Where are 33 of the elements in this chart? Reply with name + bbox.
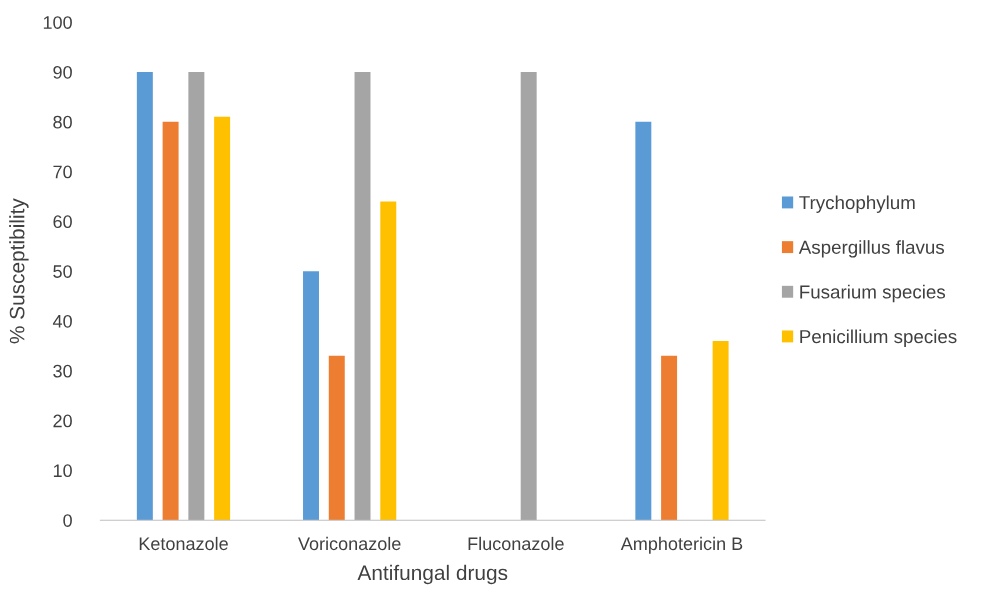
x-tick-label: Voriconazole xyxy=(298,536,401,551)
bar xyxy=(635,121,652,521)
y-tick-label: 90 xyxy=(53,65,72,79)
y-tick-label: 70 xyxy=(53,165,72,179)
legend-label: Aspergillus flavus xyxy=(798,240,945,258)
bar xyxy=(354,72,371,521)
bar xyxy=(188,72,205,521)
y-axis-title: % Susceptibility xyxy=(9,198,29,344)
x-axis-title: Antifungal drugs xyxy=(357,564,508,585)
y-tick-label: 50 xyxy=(53,265,72,278)
bar xyxy=(136,72,153,521)
y-tick-label: 30 xyxy=(53,364,72,378)
x-tick-label: Ketonazole xyxy=(139,536,228,551)
bar xyxy=(214,116,231,521)
bar xyxy=(712,340,729,521)
bar xyxy=(661,355,678,521)
legend-label: Trychophylum xyxy=(799,195,915,213)
bar xyxy=(162,121,179,521)
y-tick-label: 0 xyxy=(63,514,72,527)
y-tick-label: 40 xyxy=(52,314,72,328)
y-tick-label: 10 xyxy=(53,464,72,478)
legend-label: Fusarium species xyxy=(800,284,946,303)
legend-label: Penicillium species xyxy=(800,329,957,347)
y-tick-label: 100 xyxy=(43,16,72,29)
y-tick-label: 60 xyxy=(53,215,72,229)
bar xyxy=(520,72,537,521)
y-tick-label: 20 xyxy=(53,414,72,428)
y-tick-label: 80 xyxy=(53,115,72,129)
bar xyxy=(303,271,319,521)
bar xyxy=(380,201,397,521)
bar xyxy=(328,355,345,521)
x-tick-label: Amphotericin B xyxy=(620,536,743,554)
x-tick-label: Fluconazole xyxy=(468,536,564,551)
